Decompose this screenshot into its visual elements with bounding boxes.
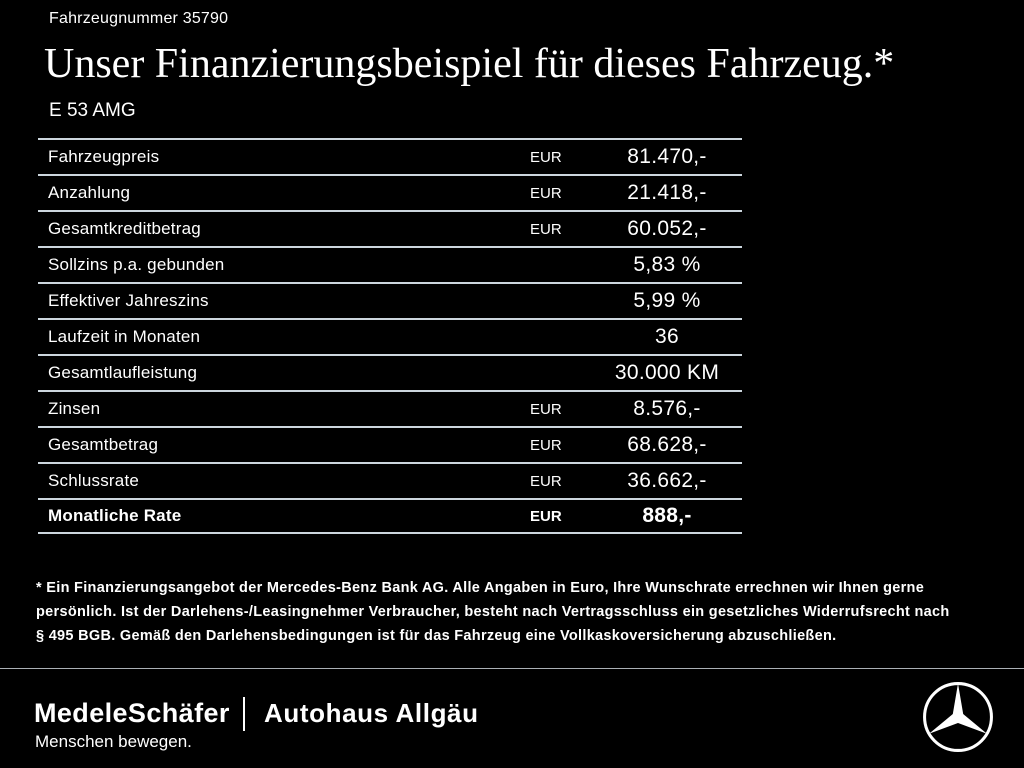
row-currency: EUR <box>530 507 562 525</box>
row-currency: EUR <box>530 220 562 238</box>
row-currency: EUR <box>530 400 562 418</box>
page-title: Unser Finanzierungsbeispiel für dieses F… <box>44 41 895 87</box>
footer-vertical-divider <box>243 697 245 731</box>
row-label: Anzahlung <box>48 183 131 202</box>
table-row: Laufzeit in Monaten 36 <box>38 318 742 354</box>
row-value: 36 <box>655 325 679 348</box>
row-label: Effektiver Jahreszins <box>48 291 209 310</box>
row-value: 81.470,- <box>627 145 707 168</box>
dealer-logo-medele-schaefer: MedeleSchäfer <box>34 698 230 728</box>
row-currency: EUR <box>530 148 562 166</box>
table-row: Anzahlung EUR 21.418,- <box>38 174 742 210</box>
table-row: Gesamtlaufleistung 30.000 KM <box>38 354 742 390</box>
table-row: Sollzins p.a. gebunden 5,83 % <box>38 246 742 282</box>
footnote-line: § 495 BGB. Gemäß den Darlehensbedingunge… <box>36 628 837 644</box>
table-row: Fahrzeugpreis EUR 81.470,- <box>38 138 742 174</box>
footnote-line: persönlich. Ist der Darlehens-/Leasingne… <box>36 604 950 620</box>
table-row: Schlussrate EUR 36.662,- <box>38 462 742 498</box>
row-value: 68.628,- <box>627 433 707 456</box>
row-label: Monatliche Rate <box>48 506 182 525</box>
row-value: 8.576,- <box>633 397 701 420</box>
row-label: Fahrzeugpreis <box>48 147 160 166</box>
vehicle-model: E 53 AMG <box>49 100 136 121</box>
row-value: 5,99 % <box>633 289 701 312</box>
row-label: Laufzeit in Monaten <box>48 327 201 346</box>
row-value: 30.000 KM <box>614 361 720 384</box>
row-value: 36.662,- <box>627 469 707 492</box>
row-currency: EUR <box>530 436 562 454</box>
row-currency: EUR <box>530 184 562 202</box>
mercedes-star-icon <box>920 679 996 755</box>
row-value: 888,- <box>642 504 692 527</box>
row-label: Gesamtbetrag <box>48 435 159 454</box>
row-value: 21.418,- <box>627 181 707 204</box>
row-currency: EUR <box>530 472 562 490</box>
footnote-line: * Ein Finanzierungsangebot der Mercedes-… <box>36 580 925 596</box>
financing-table: Fahrzeugpreis EUR 81.470,- Anzahlung EUR… <box>38 138 742 534</box>
table-row: Effektiver Jahreszins 5,99 % <box>38 282 742 318</box>
table-row: Zinsen EUR 8.576,- <box>38 390 742 426</box>
table-row-monthly-rate: Monatliche Rate EUR 888,- <box>38 498 742 534</box>
footer-divider-line <box>0 668 1024 669</box>
row-value: 60.052,- <box>627 217 707 240</box>
vehicle-number: Fahrzeugnummer 35790 <box>49 10 229 27</box>
row-label: Zinsen <box>48 399 101 418</box>
row-label: Sollzins p.a. gebunden <box>48 255 225 274</box>
dealer-logo-autohaus-allgaeu: Autohaus Allgäu <box>264 698 479 728</box>
dealer-tagline: Menschen bewegen. <box>35 732 192 751</box>
row-label: Gesamtlaufleistung <box>48 363 198 382</box>
row-label: Schlussrate <box>48 471 140 490</box>
row-label: Gesamtkreditbetrag <box>48 219 201 238</box>
footnote: * Ein Finanzierungsangebot der Mercedes-… <box>36 576 996 648</box>
table-row: Gesamtkreditbetrag EUR 60.052,- <box>38 210 742 246</box>
table-row: Gesamtbetrag EUR 68.628,- <box>38 426 742 462</box>
row-value: 5,83 % <box>633 253 701 276</box>
